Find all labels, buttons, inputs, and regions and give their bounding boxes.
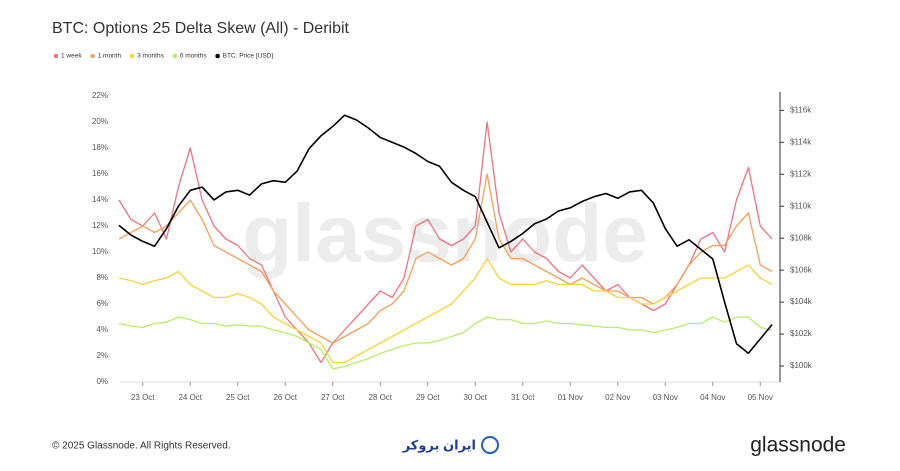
y-tick-label: 16% — [92, 169, 108, 178]
y2-tick-label: $102k — [790, 329, 813, 338]
y-tick-label: 14% — [92, 195, 108, 204]
legend-label: 1 month — [98, 53, 122, 60]
copyright: © 2025 Glassnode. All Rights Reserved. — [52, 441, 231, 452]
y-tick-label: 2% — [96, 351, 108, 360]
series-line — [118, 114, 773, 354]
x-tick-label: 26 Oct — [273, 393, 297, 402]
series-line — [118, 121, 773, 364]
y-tick-label: 12% — [92, 221, 108, 230]
legend-label: 6 months — [180, 53, 207, 60]
y2-tick-label: $110k — [790, 201, 812, 210]
y2-tick-label: $112k — [790, 169, 812, 178]
legend-label: 3 months — [137, 53, 164, 60]
y2-tick-label: $106k — [790, 265, 813, 274]
y-tick-label: 20% — [92, 117, 108, 126]
y-tick-label: 8% — [96, 273, 108, 282]
y2-tick-label: $116k — [790, 105, 812, 114]
x-tick-label: 27 Oct — [321, 393, 345, 402]
x-tick-label: 29 Oct — [416, 393, 440, 402]
x-tick-label: 23 Oct — [131, 393, 155, 402]
y2-tick-label: $108k — [790, 233, 813, 242]
y-tick-label: 4% — [96, 325, 108, 334]
x-tick-label: 28 Oct — [368, 393, 392, 402]
legend-swatch — [90, 53, 95, 59]
partner-icon — [481, 436, 499, 454]
y-tick-label: 22% — [92, 91, 108, 100]
y2-tick-label: $100k — [790, 361, 813, 370]
x-tick-label: 31 Oct — [511, 393, 535, 402]
x-tick-label: 05 Nov — [748, 393, 773, 402]
x-tick-label: 25 Oct — [226, 393, 250, 402]
partner-name: ایران بروکر — [402, 437, 476, 452]
x-tick-label: 04 Nov — [700, 393, 725, 402]
legend-swatch — [172, 53, 178, 59]
series-line — [118, 257, 773, 364]
legend-label: BTC: Price [USD] — [223, 53, 274, 60]
x-tick-label: 01 Nov — [558, 393, 583, 402]
legend-swatch — [53, 53, 59, 59]
brand-logo: glassnode — [750, 434, 846, 457]
y-tick-label: 10% — [92, 247, 108, 256]
series-line — [118, 316, 773, 370]
x-tick-label: 03 Nov — [653, 393, 678, 402]
chart-title: BTC: Options 25 Delta Skew (All) - Derib… — [52, 20, 350, 37]
y2-tick-label: $104k — [790, 297, 813, 306]
watermark: glassnode — [242, 189, 648, 280]
legend-swatch — [215, 53, 220, 59]
legend-label: 1 week — [61, 53, 82, 60]
legend-swatch — [129, 53, 135, 59]
y-tick-label: 6% — [96, 299, 108, 308]
y-tick-label: 0% — [96, 377, 108, 386]
x-tick-label: 02 Nov — [605, 393, 630, 402]
x-tick-label: 24 Oct — [178, 393, 202, 402]
x-tick-label: 30 Oct — [463, 393, 487, 402]
partner-logo: ایران بروکر — [402, 436, 499, 454]
y2-tick-label: $114k — [790, 137, 812, 146]
y-tick-label: 18% — [92, 143, 108, 152]
